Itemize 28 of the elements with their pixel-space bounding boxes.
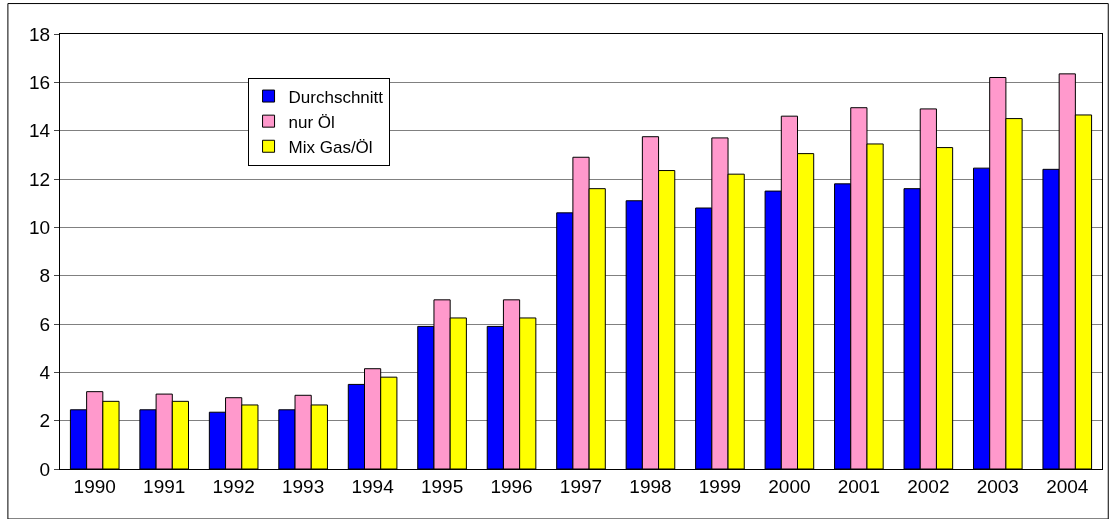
x-tick-label: 1998 [629,475,672,497]
y-tick-label: 8 [39,265,51,287]
y-tick-label: 6 [39,313,51,335]
x-tick-label: 1997 [559,475,603,497]
legend-label: nur Öl [288,112,335,132]
x-tick-label: 1995 [420,475,464,497]
x-tick-label: 2004 [1046,475,1089,497]
y-tick-label: 18 [29,23,51,45]
x-tick-label: 2002 [907,475,950,497]
x-tick-label: 1990 [73,475,116,497]
y-tick-label: 16 [29,71,51,93]
y-tick-label: 0 [39,458,51,480]
x-tick-label: 1996 [490,475,533,497]
y-tick-label: 12 [29,168,51,190]
x-tick-label: 2000 [768,475,811,497]
legend-label: Durchschnitt [288,87,384,107]
y-tick-label: 2 [39,410,51,432]
x-tick-label: 2003 [976,475,1019,497]
x-tick-label: 1993 [281,475,325,497]
x-tick-label: 2001 [837,475,881,497]
y-tick-label: 10 [29,216,51,238]
x-tick-label: 1991 [143,475,186,497]
y-tick-label: 14 [29,120,51,142]
y-tick-label: 4 [39,361,51,383]
x-tick-label: 1999 [698,475,742,497]
x-tick-label: 1994 [351,475,395,497]
x-tick-label: 1992 [212,475,255,497]
legend-label: Mix Gas/Öl [288,137,373,157]
